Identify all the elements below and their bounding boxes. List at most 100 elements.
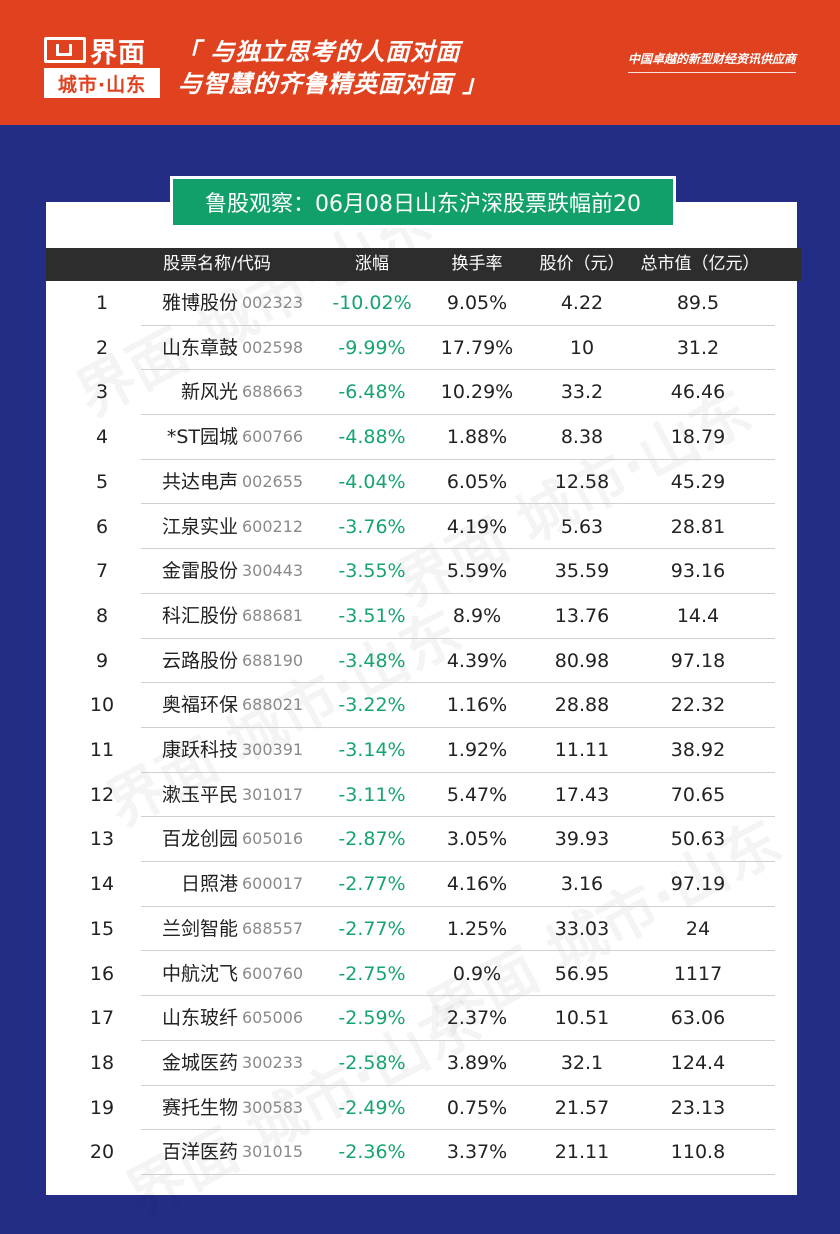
stock-code-cell: 300583 — [242, 1097, 304, 1117]
rank-cell: 19 — [89, 1096, 115, 1119]
row-divider — [141, 905, 775, 907]
brand-name: 界面 — [90, 37, 146, 69]
price-cell: 21.57 — [554, 1096, 610, 1119]
price-cell: 4.22 — [560, 292, 604, 314]
header-cap: 总市值（亿元） — [640, 254, 760, 274]
price-cell: 11.11 — [554, 739, 610, 761]
stock-code-cell: 301017 — [242, 784, 304, 804]
price-cell: 56.95 — [554, 962, 610, 985]
stock-code-cell: 688557 — [242, 918, 304, 938]
stock-name-cell: 赛托生物 — [161, 1096, 238, 1119]
row-divider — [141, 771, 775, 773]
stock-name-cell: 科汇股份 — [161, 604, 238, 627]
change-cell: -3.22% — [338, 694, 406, 717]
row-divider — [141, 1039, 775, 1041]
stock-code-cell: 688190 — [242, 650, 304, 670]
market-cap-cell: 97.18 — [670, 649, 726, 672]
rank-cell: 3 — [95, 381, 109, 404]
turnover-cell: 4.39% — [446, 649, 508, 672]
rank-cell: 12 — [89, 783, 115, 806]
rank-cell: 4 — [95, 426, 109, 449]
table-row: 13 百龙创园 605016 -2.87% 3.05% 39.93 50.63 — [0, 817, 840, 863]
stock-code-cell: 002323 — [242, 293, 304, 312]
stock-name-cell: 中航沈飞 — [161, 962, 238, 985]
stock-code-cell: 600766 — [242, 427, 304, 447]
change-cell: -3.51% — [338, 604, 406, 627]
turnover-cell: 4.16% — [446, 873, 508, 896]
price-cell: 13.76 — [554, 604, 610, 627]
market-cap-cell: 93.16 — [670, 560, 726, 583]
table-row: 18 金城医药 300233 -2.58% 3.89% 32.1 124.4 — [0, 1041, 840, 1086]
row-divider — [141, 592, 775, 594]
change-cell: -2.59% — [338, 1007, 406, 1030]
price-cell: 33.03 — [554, 917, 610, 940]
market-cap-cell: 124.4 — [670, 1051, 726, 1074]
stock-name-cell: 山东章鼓 — [161, 336, 238, 359]
turnover-cell: 1.25% — [446, 917, 508, 940]
row-divider — [141, 682, 775, 684]
header-name: 股票名称/代码 — [163, 254, 271, 274]
turnover-cell: 9.05% — [446, 292, 508, 314]
brand-logo[interactable]: 界面 — [44, 33, 160, 69]
table-row: 14 日照港 600017 -2.77% 4.16% 3.16 97.19 — [0, 862, 840, 907]
page-title: 鲁股观察：06月08日山东沪深股票跌幅前20 — [170, 176, 676, 228]
change-cell: -2.75% — [338, 962, 406, 985]
stock-name-cell: 康跃科技 — [161, 739, 238, 761]
stock-name-cell: 金雷股份 — [161, 560, 238, 583]
turnover-cell: 2.37% — [446, 1007, 508, 1030]
row-divider — [141, 414, 775, 416]
turnover-cell: 6.05% — [446, 470, 508, 493]
change-cell: -2.87% — [338, 828, 406, 851]
stock-name-cell: 兰剑智能 — [161, 917, 238, 940]
slogan-line-2: 与智慧的齐鲁精英面对面 」 — [178, 70, 488, 98]
change-cell: -3.14% — [338, 739, 406, 761]
stock-name-cell: 百龙创园 — [161, 828, 238, 851]
stock-name-cell: 云路股份 — [161, 649, 238, 672]
change-cell: -2.49% — [338, 1096, 406, 1119]
stock-code-cell: 600212 — [242, 516, 304, 536]
change-cell: -9.99% — [338, 336, 406, 359]
rank-cell: 8 — [95, 604, 109, 627]
table-row: 15 兰剑智能 688557 -2.77% 1.25% 33.03 24 — [0, 907, 840, 952]
row-divider — [141, 369, 775, 371]
logo-mark-icon — [44, 37, 86, 63]
stock-name-cell: 雅博股份 — [161, 292, 238, 314]
market-cap-cell: 31.2 — [676, 336, 720, 359]
market-cap-cell: 28.81 — [670, 515, 726, 538]
market-cap-cell: 24 — [685, 917, 711, 940]
turnover-cell: 17.79% — [440, 336, 514, 359]
rank-cell: 2 — [95, 336, 109, 359]
table-row: 16 中航沈飞 600760 -2.75% 0.9% 56.95 1117 — [0, 952, 840, 997]
stock-code-cell: 688681 — [242, 605, 304, 625]
turnover-cell: 3.37% — [446, 1141, 508, 1164]
turnover-cell: 0.9% — [452, 962, 502, 985]
turnover-cell: 1.88% — [446, 426, 508, 449]
stock-name-cell: 新风光 — [180, 381, 238, 404]
price-cell: 8.38 — [560, 426, 604, 449]
price-cell: 39.93 — [554, 828, 610, 851]
change-cell: -3.76% — [338, 515, 406, 538]
table-row: 10 奥福环保 688021 -3.22% 1.16% 28.88 22.32 — [0, 683, 840, 728]
stock-name-cell: 共达电声 — [161, 470, 238, 493]
row-divider — [141, 995, 775, 997]
header-change: 涨幅 — [355, 254, 389, 274]
price-cell: 80.98 — [554, 649, 610, 672]
stock-name-cell: 江泉实业 — [161, 515, 238, 538]
stock-name-cell: 漱玉平民 — [161, 783, 238, 806]
price-cell: 21.11 — [554, 1141, 610, 1164]
stock-code-cell: 688021 — [242, 695, 304, 715]
table-card: 界面 城市·山东 界面 城市·山东 界面 城市·山东 界面 城市·山东 界面 城… — [46, 187, 797, 1230]
change-cell: -2.77% — [338, 873, 406, 896]
row-divider — [141, 637, 775, 639]
rank-cell: 20 — [89, 1141, 115, 1164]
market-cap-cell: 89.5 — [676, 292, 720, 314]
turnover-cell: 8.9% — [452, 604, 502, 627]
table-row: 6 江泉实业 600212 -3.76% 4.19% 5.63 28.81 — [0, 505, 840, 550]
stock-code-cell: 605006 — [242, 1008, 304, 1028]
market-cap-cell: 1117 — [673, 962, 723, 985]
change-cell: -2.58% — [338, 1051, 406, 1074]
header-banner: 界面 城市·山东 「 与独立思考的人面对面 与智慧的齐鲁精英面对面 」 中国卓越… — [0, 0, 840, 125]
turnover-cell: 1.16% — [446, 694, 508, 717]
change-cell: -2.36% — [338, 1141, 406, 1164]
price-cell: 10 — [569, 336, 595, 359]
